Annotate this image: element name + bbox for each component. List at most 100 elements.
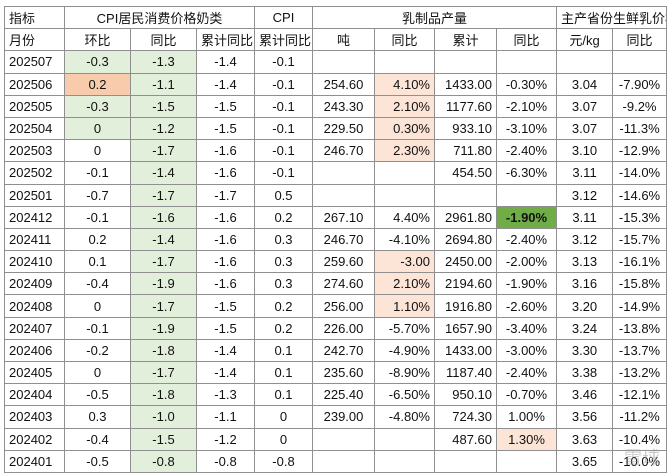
cell-price-yoy: -13.2%: [612, 360, 668, 385]
cell-out-cum: 724.30: [434, 405, 497, 429]
cell-out-cum-yoy: -3.10%: [495, 116, 558, 141]
cell-out-yoy: [374, 50, 435, 74]
header-cpi-cum-yoy: 累计同比: [254, 28, 313, 52]
cell-month: 202410: [4, 250, 65, 274]
cell-cum-yoy: -1.5: [196, 116, 255, 141]
cell-yoy: -1.7: [130, 139, 197, 163]
cell-cum-yoy: -1.6: [196, 205, 255, 229]
cell-mom: 0: [64, 116, 131, 141]
cell-ton: 226.00: [312, 316, 375, 340]
cell-price-yoy: -12.9%: [612, 139, 668, 163]
table-row: 202410 0.1 -1.7 -1.6 0.3 259.60 -3.00 2450.00 -2…: [4, 250, 668, 274]
cell-price: 3.38: [556, 360, 614, 385]
table-row: 202408 0 -1.7 -1.5 0.2 256.00 1.10% 1916.80 -2.6…: [4, 294, 668, 318]
header-cum: 累计: [434, 28, 497, 52]
cell-out-cum: 1433.00: [434, 72, 497, 96]
cell-out-cum-yoy: 1.00%: [495, 405, 558, 429]
cell-price-yoy: -11.3%: [612, 116, 668, 141]
cell-out-cum-yoy: -0.70%: [495, 383, 558, 407]
cell-out-yoy: 4.10%: [374, 72, 435, 96]
header-unit: 元/kg: [556, 28, 614, 52]
cell-price-yoy: -14.6%: [612, 183, 668, 207]
dairy-data-table: 指标 CPI居民消费价格奶类 CPI 乳制品产量 主产省份生鲜乳价格 月份 环比…: [4, 5, 668, 473]
cell-out-yoy: 2.10%: [374, 94, 435, 118]
cell-cpi: -0.1: [254, 161, 313, 185]
cell-cpi: 0.2: [254, 294, 313, 318]
header-out-yoy: 同比: [374, 28, 435, 52]
cell-out-yoy: 1.10%: [374, 294, 435, 318]
cell-price-yoy: -16.1%: [612, 250, 668, 274]
header-dairy-output: 乳制品产量: [311, 5, 558, 30]
cell-cpi: 0.1: [254, 383, 313, 407]
cell-price-yoy: -9.2%: [612, 94, 668, 118]
cell-ton: [312, 50, 375, 74]
header-cum-out-yoy: 同比: [495, 28, 558, 52]
cell-price: 3.13: [556, 250, 614, 274]
cell-price: 3.46: [556, 383, 614, 407]
cell-price-yoy: -10.4%: [612, 427, 668, 451]
cell-mom: -0.4: [64, 272, 131, 296]
cell-cum-yoy: -1.1: [196, 405, 255, 429]
cell-out-yoy: 2.10%: [374, 272, 435, 296]
cell-cpi: -0.1: [254, 50, 313, 74]
cell-out-cum-yoy: -1.90%: [495, 272, 558, 296]
cell-cum-yoy: -1.4: [196, 338, 255, 363]
table-row: 202505 -0.3 -1.5 -1.5 -0.1 243.30 2.10% 1177.60…: [4, 94, 668, 118]
cell-cpi: -0.1: [254, 139, 313, 163]
cell-cpi: 0.2: [254, 205, 313, 229]
header-row-2: 月份 环比 同比 累计同比 累计同比 吨 同比 累计 同比 元/kg 同比: [4, 28, 668, 52]
cell-cpi: -0.1: [254, 94, 313, 118]
cell-mom: -0.4: [64, 427, 131, 451]
cell-price-yoy: -13.7%: [612, 338, 668, 363]
cell-out-cum-yoy: -2.00%: [495, 250, 558, 274]
table-row: 202402 -0.4 -1.5 -1.2 0 487.60 1.30% 3.63 -10.4%: [4, 427, 668, 451]
cell-mom: 0.3: [64, 405, 131, 429]
cell-out-cum: 1916.80: [434, 294, 497, 318]
cell-price: 3.16: [556, 272, 614, 296]
cell-out-cum-yoy: -2.40%: [495, 360, 558, 385]
table-row: 202406 -0.2 -1.8 -1.4 0.1 242.70 -4.90% 1433.00…: [4, 338, 668, 363]
cell-mom: 0.2: [64, 72, 131, 96]
cell-out-cum-yoy: [495, 449, 558, 473]
cell-mom: 0.2: [64, 227, 131, 252]
header-mom: 环比: [64, 28, 131, 52]
cell-out-cum: 2961.80: [434, 205, 497, 229]
header-cpi: CPI: [254, 5, 313, 30]
table-row: 202506 0.2 -1.1 -1.4 -0.1 254.60 4.10% 1433.00-…: [4, 72, 668, 96]
table-row: 202501 -0.7 -1.7 -1.7 0.5 3.12 -14.6%: [4, 183, 668, 207]
cell-price: 3.56: [556, 405, 614, 429]
cell-out-cum: 2694.80: [434, 227, 497, 252]
cell-out-cum-yoy: -2.40%: [495, 139, 558, 163]
cell-out-yoy: 4.40%: [374, 205, 435, 229]
cell-price: 3.07: [556, 116, 614, 141]
cell-yoy: -1.7: [130, 360, 197, 385]
cell-out-yoy: [374, 161, 435, 185]
watermark-logo: 雪球: [624, 448, 660, 469]
header-yoy: 同比: [130, 28, 197, 52]
cell-month: 202506: [4, 72, 65, 96]
cell-ton: [312, 427, 375, 451]
cell-mom: -0.7: [64, 183, 131, 207]
cell-ton: 242.70: [312, 338, 375, 363]
cell-cum-yoy: -1.2: [196, 427, 255, 451]
cell-price: 3.10: [556, 139, 614, 163]
table-row: 202403 0.3 -1.0 -1.1 0 239.00 -4.80% 724.30 1.00…: [4, 405, 668, 429]
cell-price-yoy: -15.3%: [612, 205, 668, 229]
cell-cum-yoy: -1.7: [196, 183, 255, 207]
table-row: 202407 -0.1 -1.9 -1.5 0.2 226.00 -5.70% 1657.90…: [4, 316, 668, 340]
cell-month: 202403: [4, 405, 65, 429]
cell-month: 202501: [4, 183, 65, 207]
cell-cpi: 0.1: [254, 360, 313, 385]
cell-cum-yoy: -1.6: [196, 250, 255, 274]
cell-cum-yoy: -1.6: [196, 139, 255, 163]
cell-month: 202409: [4, 272, 65, 296]
cell-out-yoy: -3.00: [374, 250, 435, 274]
cell-cum-yoy: -1.6: [196, 227, 255, 252]
cell-yoy: -1.7: [130, 250, 197, 274]
cell-ton: 274.60: [312, 272, 375, 296]
cell-month: 202401: [4, 449, 65, 473]
header-cum-yoy: 累计同比: [196, 28, 255, 52]
cell-ton: 235.60: [312, 360, 375, 385]
cell-out-cum-yoy: -2.10%: [495, 94, 558, 118]
table-row: 202404 -0.5 -1.8 -1.3 0.1 225.40 -6.50% 950.10-…: [4, 383, 668, 407]
